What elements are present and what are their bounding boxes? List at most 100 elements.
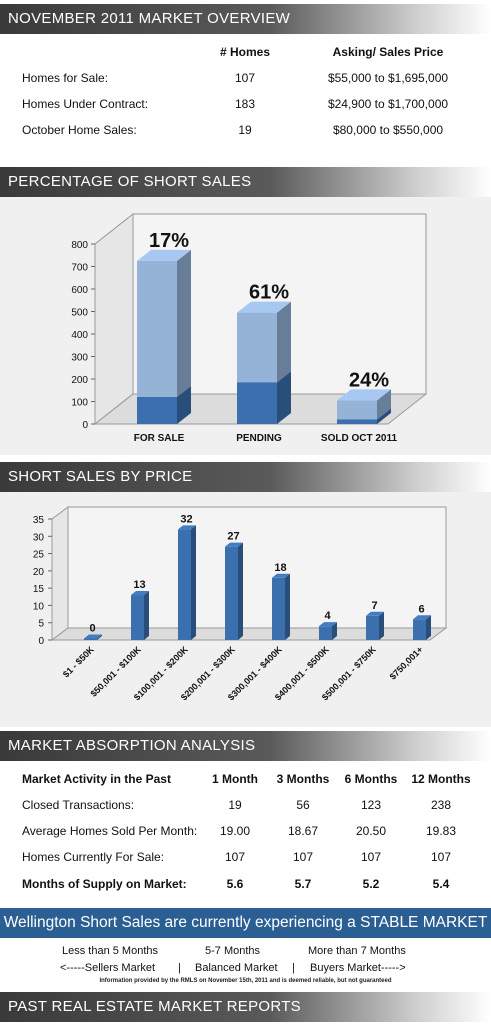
row-value: 19.83 [425, 824, 457, 838]
table-row: October Home Sales: 19 $80,000 to $550,0… [0, 123, 491, 143]
row-value: 123 [360, 798, 382, 812]
chart2-category-label: $50,001 - $100K [88, 644, 143, 699]
legend-balanced-months: 5-7 Months [205, 945, 261, 957]
chart2-bar [319, 622, 337, 640]
chart2-bar [131, 591, 149, 640]
chart2-ytick-label: 25 [33, 550, 45, 561]
chart2-floor [50, 627, 448, 641]
chart2-category-label: $750,001+ [388, 644, 425, 681]
chart2-value-label: 32 [180, 513, 192, 525]
table-row: Homes Currently For Sale: 107 107 107 10… [0, 850, 491, 870]
row-homes: 183 [234, 97, 256, 111]
row-value: 5.7 [294, 877, 312, 891]
chart2-value-label: 27 [227, 531, 239, 543]
table-row: Average Homes Sold Per Month: 19.00 18.6… [0, 824, 491, 844]
price-chart-area: 0 5 10 15 20 25 30 35 0 $1 - $50K 13 $50,001 - $100… [0, 492, 491, 727]
row-price: $80,000 to $550,000 [332, 123, 444, 137]
chart2-ytick-label: 10 [33, 601, 45, 612]
disclaimer: Information provided by the RMLS on Nove… [99, 978, 392, 984]
market-status-banner: Wellington Short Sales are currently exp… [0, 908, 491, 938]
col-price: Asking/ Sales Price [332, 45, 444, 59]
row-value: 5.2 [362, 877, 380, 891]
chart1-side-wall [94, 212, 134, 426]
col-6-months: 6 Months [344, 772, 398, 786]
row-homes: 19 [238, 123, 252, 137]
legend-buyers-market: Buyers Market-----> [310, 962, 406, 974]
chart1-category-label: SOLD OCT 2011 [321, 433, 398, 444]
table-row: Closed Transactions: 19 56 123 238 [0, 798, 491, 818]
chart2-bar [178, 525, 196, 640]
row-label: Homes for Sale: [22, 71, 109, 85]
chart2-value-label: 0 [89, 623, 95, 635]
chart2-bar [413, 615, 431, 640]
chart1-category-label: PENDING [236, 433, 282, 444]
chart1-percent-label: 61% [249, 282, 289, 304]
row-value: 19 [228, 798, 242, 812]
row-value: 19.00 [219, 824, 251, 838]
chart2-bar [366, 611, 384, 640]
chart1-ytick-label: 500 [71, 308, 88, 319]
chart1-percent-label: 24% [349, 369, 389, 391]
row-value: 107 [430, 850, 452, 864]
chart2-ytick-label: 30 [33, 532, 45, 543]
chart1-ytick-label: 400 [71, 330, 88, 341]
legend-divider: | [292, 962, 295, 974]
table-row: Homes Under Contract: 183 $24,900 to $1,… [0, 97, 491, 117]
row-value: 107 [360, 850, 382, 864]
row-price: $24,900 to $1,700,000 [327, 97, 449, 111]
chart2-value-label: 4 [324, 610, 331, 622]
chart1-bar-segment-lower [237, 371, 291, 424]
row-value: 20.50 [355, 824, 387, 838]
chart1-bar-segment-upper [137, 249, 191, 397]
chart1-ytick-label: 700 [71, 263, 88, 274]
table-row: Months of Supply on Market: 5.6 5.7 5.2 … [0, 877, 491, 897]
row-label: Homes Currently For Sale: [22, 850, 165, 864]
chart2-side-wall [51, 506, 69, 641]
overview-header: NOVEMBER 2011 MARKET OVERVIEW [0, 4, 491, 34]
price-chart: 0 5 10 15 20 25 30 35 0 $1 - $50K 13 $50,001 - $100… [33, 506, 448, 702]
row-value: 107 [292, 850, 314, 864]
chart1-category-label: FOR SALE [134, 433, 185, 444]
chart1-ytick-label: 100 [71, 398, 88, 409]
chart2-value-label: 6 [418, 603, 424, 615]
chart1-bar-segment-upper [337, 389, 391, 420]
short-sales-chart-area: 0 100 200 300 400 500 600 700 800 FOR SALE 17% PEND… [0, 197, 491, 455]
price-header: SHORT SALES BY PRICE [0, 462, 491, 492]
chart1-ytick-label: 600 [71, 285, 88, 296]
chart1-ytick-label: 300 [71, 353, 88, 364]
col-3-months: 3 Months [276, 772, 330, 786]
chart2-ytick-label: 35 [33, 515, 45, 526]
legend-balanced-market: Balanced Market [195, 962, 278, 974]
row-label: October Home Sales: [22, 123, 137, 137]
table-row: Homes for Sale: 107 $55,000 to $1,695,00… [0, 71, 491, 91]
legend-sellers-market: <-----Sellers Market [60, 962, 156, 974]
row-value: 18.67 [287, 824, 319, 838]
short-sales-chart: 0 100 200 300 400 500 600 700 800 FOR SALE 17% PEND… [71, 212, 428, 444]
col-1-month: 1 Month [212, 772, 258, 786]
chart2-bar [272, 573, 290, 640]
chart1-bar-segment-upper [237, 301, 291, 383]
chart1-ytick-label: 200 [71, 375, 88, 386]
row-value: 5.4 [432, 877, 450, 891]
chart2-category-label: $1 - $50K [61, 644, 96, 679]
past-reports-link[interactable]: PAST REAL ESTATE MARKET REPORTS [0, 992, 491, 1022]
chart2-ytick-label: 5 [38, 619, 44, 630]
chart2-ytick-label: 20 [33, 567, 45, 578]
chart1-ytick-label: 800 [71, 240, 88, 251]
chart2-value-label: 18 [274, 562, 286, 574]
legend-sellers-months: Less than 5 Months [62, 945, 159, 957]
absorption-column-headers: Market Activity in the Past 1 Month 3 Mo… [0, 772, 491, 792]
row-value: 5.6 [226, 877, 244, 891]
legend-buyers-months: More than 7 Months [308, 945, 406, 957]
row-label: Homes Under Contract: [22, 97, 149, 111]
chart2-ytick-label: 15 [33, 584, 45, 595]
col-12-months: 12 Months [411, 772, 471, 786]
chart2-value-label: 7 [371, 600, 377, 612]
row-value: 107 [224, 850, 246, 864]
chart2-bar [84, 634, 102, 640]
absorption-header: MARKET ABSORPTION ANALYSIS [0, 731, 491, 761]
row-label: Months of Supply on Market: [22, 877, 187, 891]
row-value: 238 [430, 798, 452, 812]
row-value: 56 [296, 798, 310, 812]
row-label: Average Homes Sold Per Month: [22, 824, 198, 838]
